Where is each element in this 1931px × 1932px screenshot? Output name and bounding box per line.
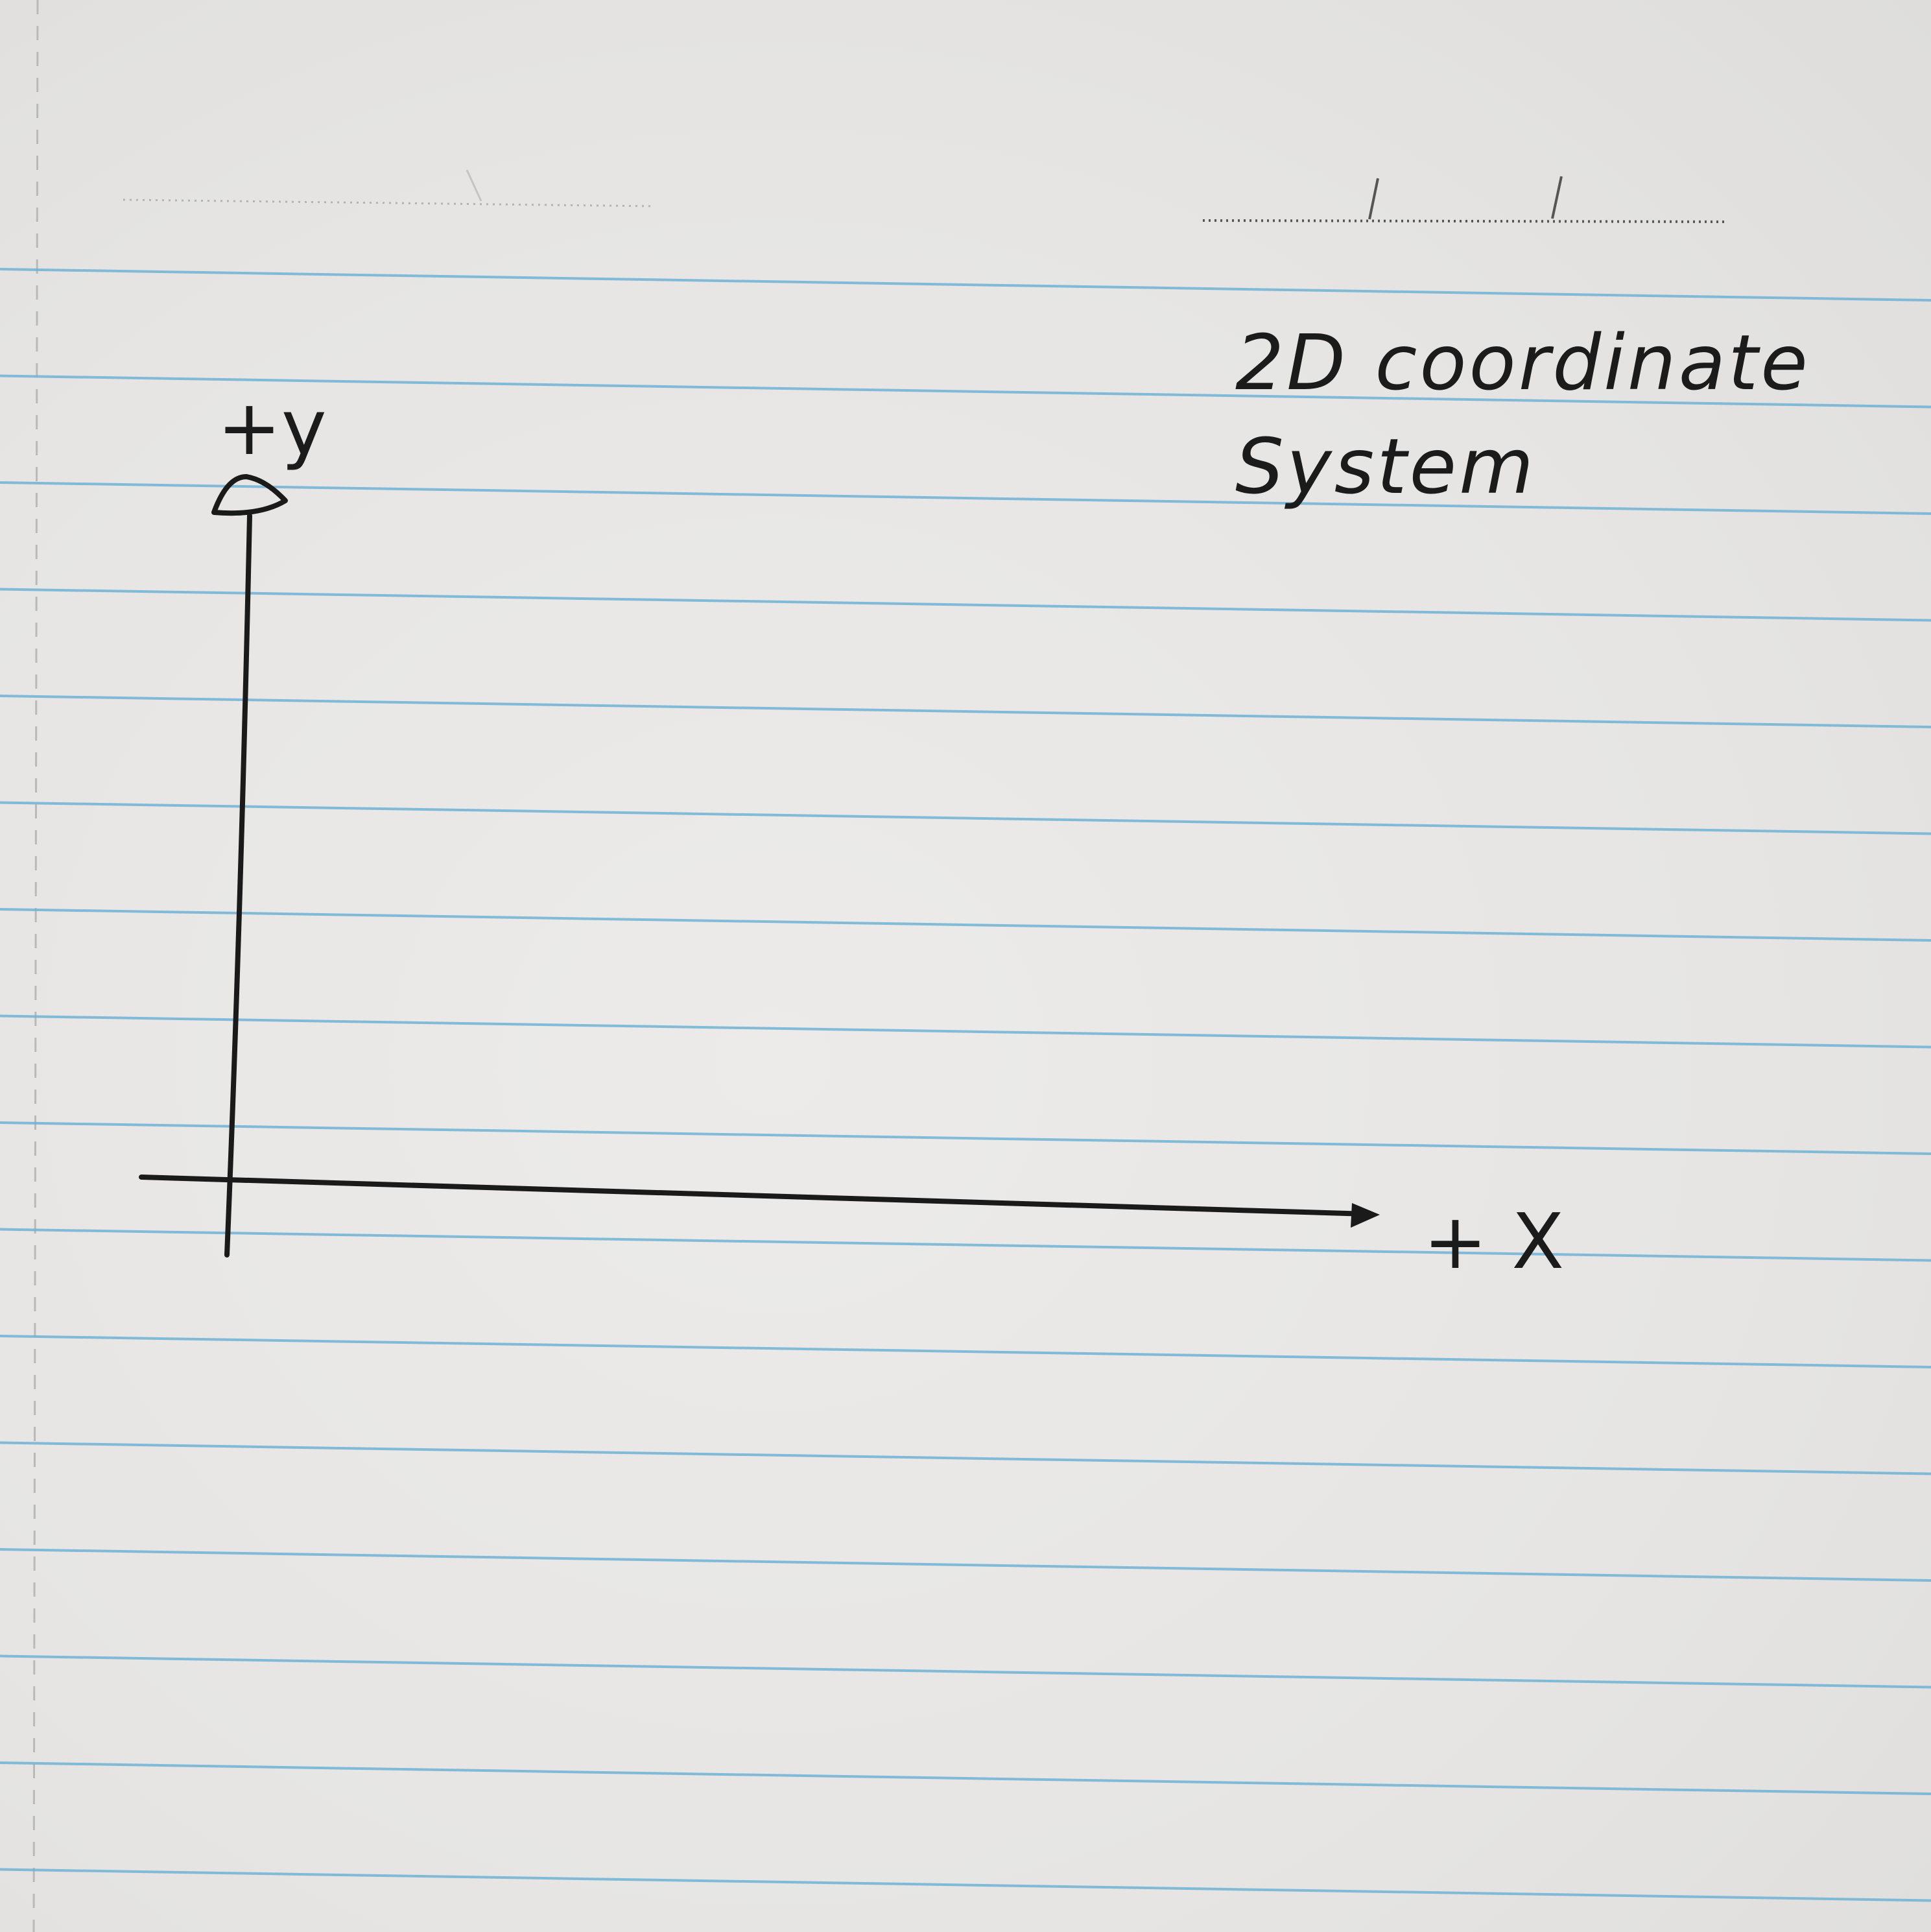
rule-line <box>0 1121 1931 1155</box>
header-date-lines <box>123 169 1729 223</box>
y-axis-arrowhead <box>211 474 288 516</box>
rule-line <box>0 1441 1931 1475</box>
rule-line <box>0 481 1931 515</box>
rule-line <box>0 1868 1931 1902</box>
rule-line <box>0 1548 1931 1582</box>
rule-line <box>0 268 1931 302</box>
margin-line <box>32 0 39 1932</box>
x-axis <box>139 1175 1380 1228</box>
title-line-1: 2D coordinate <box>1235 318 1810 407</box>
ruled-lines <box>0 268 1931 1902</box>
y-axis-label: +y <box>217 383 327 472</box>
rule-line <box>0 908 1931 942</box>
rule-line <box>0 1335 1931 1368</box>
rule-line <box>0 1761 1931 1795</box>
x-axis-arrowhead <box>1351 1203 1380 1228</box>
rule-line <box>0 801 1931 835</box>
rule-line <box>0 1014 1931 1049</box>
x-axis-label: + X <box>1423 1197 1564 1286</box>
rule-line <box>0 588 1931 622</box>
rule-line <box>0 695 1931 728</box>
y-axis <box>211 474 288 1258</box>
rule-line <box>0 374 1931 409</box>
rule-line <box>0 1654 1931 1689</box>
rule-line <box>0 1228 1931 1262</box>
title-line-2: System <box>1235 422 1536 511</box>
